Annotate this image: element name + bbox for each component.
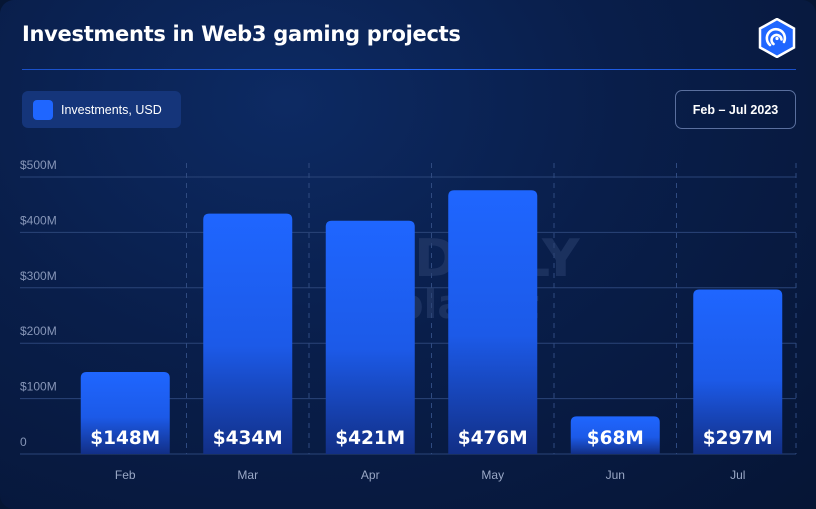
x-tick-label: Jun: [606, 468, 625, 482]
data-label-jun: $68M: [587, 428, 644, 449]
x-tick-label: Mar: [237, 468, 258, 482]
data-label-feb: $148M: [90, 428, 160, 449]
odaily-logo-icon: [757, 17, 797, 59]
bar-jun: [570, 416, 660, 454]
x-tick-label: Jul: [730, 468, 745, 482]
data-label-may: $476M: [458, 428, 528, 449]
y-tick-label: $300M: [20, 269, 57, 283]
y-tick-label: $400M: [20, 213, 57, 227]
chart-title: Investments in Web3 gaming projects: [22, 22, 461, 46]
date-range-badge: Feb – Jul 2023: [675, 90, 796, 129]
x-tick-label: May: [481, 468, 504, 482]
bars: $148M $434M $421M $476M $68M $297M: [80, 190, 783, 454]
legend-swatch: [33, 99, 53, 120]
y-axis: 0 $100M $200M $300M $400M $500M: [20, 158, 57, 449]
legend: Investments, USD: [22, 91, 181, 128]
data-label-mar: $434M: [213, 428, 283, 449]
y-tick-label: 0: [20, 435, 27, 449]
data-label-jul: $297M: [703, 428, 773, 449]
x-tick-label: Feb: [115, 468, 136, 482]
data-label-apr: $421M: [335, 428, 405, 449]
legend-label: Investments, USD: [61, 102, 162, 117]
bar-may: [448, 190, 538, 454]
y-tick-label: $100M: [20, 380, 57, 394]
bar-mar: [203, 213, 293, 454]
bar-apr: [325, 220, 415, 454]
y-tick-label: $200M: [20, 324, 57, 338]
bar-jul: [693, 289, 783, 454]
x-axis: Feb Mar Apr May Jun Jul: [115, 468, 746, 482]
y-tick-label: $500M: [20, 158, 57, 172]
bar-feb: [80, 372, 170, 454]
header-divider: [22, 69, 796, 70]
x-tick-label: Apr: [361, 468, 380, 482]
